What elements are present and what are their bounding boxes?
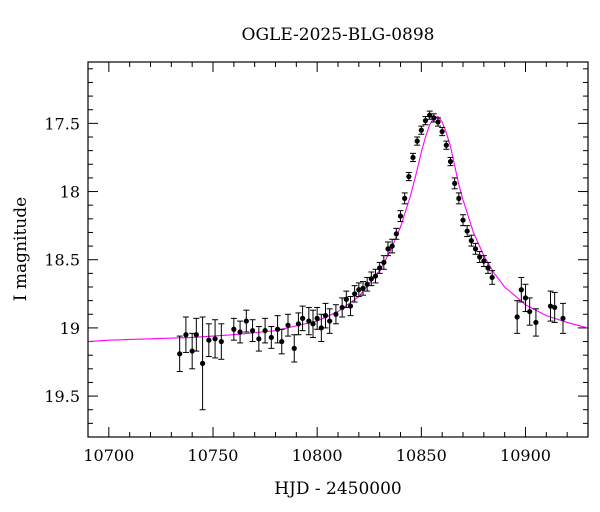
data-point (262, 328, 268, 334)
x-tick-label: 10800 (292, 446, 343, 465)
data-point (291, 345, 297, 351)
data-point (447, 158, 454, 165)
data-point (418, 127, 424, 133)
plot-frame (87, 61, 589, 438)
data-point (193, 332, 199, 338)
data-point (456, 195, 462, 201)
data-point (206, 337, 212, 343)
data-point (306, 318, 312, 324)
x-axis-label: HJD - 2450000 (274, 479, 402, 499)
x-tick-label: 10700 (83, 446, 134, 465)
data-point (489, 274, 495, 281)
data-point (560, 315, 566, 321)
data-point (439, 128, 445, 135)
data-point (389, 243, 395, 249)
data-point (406, 173, 412, 180)
data-point (435, 119, 441, 125)
data-point (352, 291, 358, 297)
data-point (231, 326, 237, 332)
data-point (402, 195, 408, 201)
data-point (393, 231, 399, 237)
data-point (183, 332, 189, 338)
data-point (414, 138, 420, 144)
data-point (410, 154, 416, 161)
data-point (397, 213, 404, 219)
data-point (322, 313, 329, 319)
data-point (485, 265, 491, 271)
data-point (356, 287, 362, 293)
plot-area: 10700 10750 10800 10850 10900 17.5 18 18.5 19 19.… (44, 62, 589, 465)
data-point (318, 325, 324, 331)
x-tick-label: 10900 (500, 446, 551, 465)
data-point (468, 238, 474, 244)
data-point (431, 115, 437, 121)
data-point (452, 180, 458, 186)
data-point (372, 273, 379, 279)
data-point (552, 304, 558, 311)
data-point (218, 338, 224, 345)
data-point (385, 246, 391, 252)
data-point (360, 285, 366, 291)
data-point (533, 319, 539, 326)
x-tick-label: 10850 (396, 446, 447, 465)
data-point (310, 321, 316, 327)
chart-title: OGLE-2025-BLG-0898 (242, 25, 435, 45)
data-point (547, 303, 554, 309)
data-point (279, 338, 285, 345)
data-point (268, 334, 274, 341)
data-point (314, 315, 320, 321)
data-point (299, 315, 306, 321)
data-point (249, 328, 256, 334)
y-tick-label: 18 (60, 183, 80, 202)
y-tick-label: 19.5 (44, 387, 80, 406)
data-point (518, 287, 524, 293)
data-point (472, 246, 479, 252)
data-point (343, 296, 349, 302)
data-point (347, 303, 354, 309)
data-point (368, 276, 374, 282)
y-axis-label: I magnitude (11, 197, 31, 301)
model-curve (88, 115, 588, 343)
data-point (327, 318, 333, 324)
data-point (514, 314, 520, 320)
data-point (212, 336, 218, 342)
data-point (381, 259, 387, 266)
data-point (177, 351, 183, 357)
data-point (339, 304, 345, 311)
data-point (460, 217, 466, 223)
data-point (256, 336, 262, 342)
y-tick-label: 17.5 (44, 114, 80, 133)
x-tick-label: 10750 (188, 446, 239, 465)
data-point (274, 326, 281, 332)
data-point (464, 228, 470, 234)
data-point (295, 321, 302, 327)
data-point (522, 295, 529, 301)
data-point (527, 308, 533, 315)
data-point (285, 322, 291, 328)
y-tick-label: 18.5 (44, 251, 80, 270)
y-tick-label: 19 (60, 319, 80, 338)
data-point (237, 329, 243, 335)
data-point (333, 311, 339, 317)
data-point (189, 348, 195, 354)
data-point (443, 142, 449, 148)
data-point (243, 318, 249, 324)
data-point (199, 360, 206, 366)
